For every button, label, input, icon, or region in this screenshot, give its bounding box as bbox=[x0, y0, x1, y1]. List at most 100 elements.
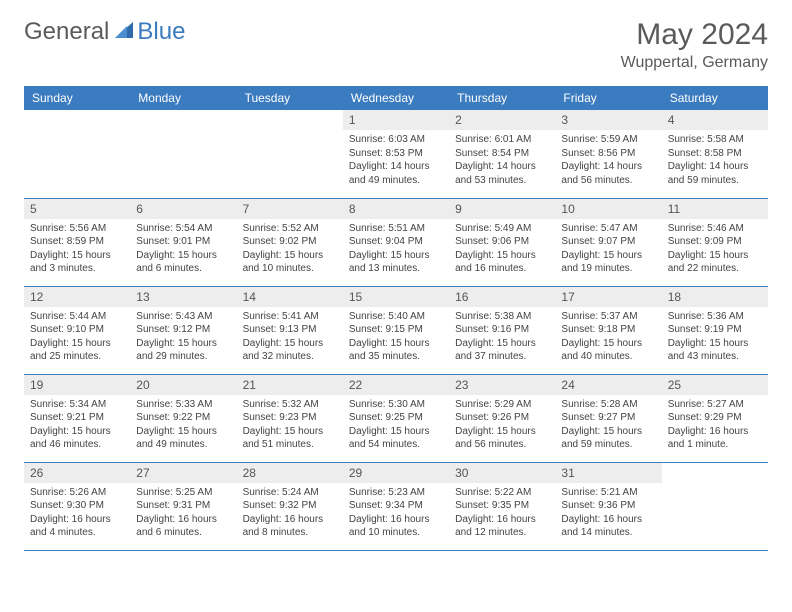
title-block: May 2024 Wuppertal, Germany bbox=[621, 18, 768, 72]
day-info: Sunrise: 5:59 AMSunset: 8:56 PMDaylight:… bbox=[555, 130, 661, 191]
day-info: Sunrise: 5:41 AMSunset: 9:13 PMDaylight:… bbox=[237, 307, 343, 368]
day-number: 18 bbox=[662, 287, 768, 307]
day-info: Sunrise: 6:01 AMSunset: 8:54 PMDaylight:… bbox=[449, 130, 555, 191]
day-info: Sunrise: 5:27 AMSunset: 9:29 PMDaylight:… bbox=[662, 395, 768, 456]
day-info: Sunrise: 5:36 AMSunset: 9:19 PMDaylight:… bbox=[662, 307, 768, 368]
day-cell: 3Sunrise: 5:59 AMSunset: 8:56 PMDaylight… bbox=[555, 110, 661, 198]
empty-day-cell bbox=[130, 110, 236, 198]
day-info: Sunrise: 5:25 AMSunset: 9:31 PMDaylight:… bbox=[130, 483, 236, 544]
day-number: 26 bbox=[24, 463, 130, 483]
day-cell: 7Sunrise: 5:52 AMSunset: 9:02 PMDaylight… bbox=[237, 198, 343, 286]
day-number: 12 bbox=[24, 287, 130, 307]
day-number: 10 bbox=[555, 199, 661, 219]
day-info: Sunrise: 5:49 AMSunset: 9:06 PMDaylight:… bbox=[449, 219, 555, 280]
day-number: 2 bbox=[449, 110, 555, 130]
day-cell: 16Sunrise: 5:38 AMSunset: 9:16 PMDayligh… bbox=[449, 286, 555, 374]
empty-day-cell bbox=[237, 110, 343, 198]
day-cell: 30Sunrise: 5:22 AMSunset: 9:35 PMDayligh… bbox=[449, 462, 555, 550]
day-cell: 25Sunrise: 5:27 AMSunset: 9:29 PMDayligh… bbox=[662, 374, 768, 462]
weekday-header: Saturday bbox=[662, 86, 768, 110]
day-cell: 5Sunrise: 5:56 AMSunset: 8:59 PMDaylight… bbox=[24, 198, 130, 286]
day-number: 5 bbox=[24, 199, 130, 219]
day-cell: 20Sunrise: 5:33 AMSunset: 9:22 PMDayligh… bbox=[130, 374, 236, 462]
day-number: 25 bbox=[662, 375, 768, 395]
day-info: Sunrise: 5:23 AMSunset: 9:34 PMDaylight:… bbox=[343, 483, 449, 544]
logo: General Blue bbox=[24, 18, 185, 46]
day-number: 27 bbox=[130, 463, 236, 483]
day-info: Sunrise: 5:56 AMSunset: 8:59 PMDaylight:… bbox=[24, 219, 130, 280]
day-cell: 21Sunrise: 5:32 AMSunset: 9:23 PMDayligh… bbox=[237, 374, 343, 462]
day-info: Sunrise: 5:21 AMSunset: 9:36 PMDaylight:… bbox=[555, 483, 661, 544]
day-cell: 28Sunrise: 5:24 AMSunset: 9:32 PMDayligh… bbox=[237, 462, 343, 550]
day-number: 9 bbox=[449, 199, 555, 219]
day-number: 20 bbox=[130, 375, 236, 395]
empty-day-cell bbox=[24, 110, 130, 198]
day-number: 24 bbox=[555, 375, 661, 395]
weekday-header: Monday bbox=[130, 86, 236, 110]
day-cell: 9Sunrise: 5:49 AMSunset: 9:06 PMDaylight… bbox=[449, 198, 555, 286]
day-cell: 8Sunrise: 5:51 AMSunset: 9:04 PMDaylight… bbox=[343, 198, 449, 286]
weekday-header: Tuesday bbox=[237, 86, 343, 110]
day-cell: 29Sunrise: 5:23 AMSunset: 9:34 PMDayligh… bbox=[343, 462, 449, 550]
day-cell: 14Sunrise: 5:41 AMSunset: 9:13 PMDayligh… bbox=[237, 286, 343, 374]
day-number: 3 bbox=[555, 110, 661, 130]
day-cell: 22Sunrise: 5:30 AMSunset: 9:25 PMDayligh… bbox=[343, 374, 449, 462]
day-info: Sunrise: 5:51 AMSunset: 9:04 PMDaylight:… bbox=[343, 219, 449, 280]
day-cell: 24Sunrise: 5:28 AMSunset: 9:27 PMDayligh… bbox=[555, 374, 661, 462]
day-cell: 10Sunrise: 5:47 AMSunset: 9:07 PMDayligh… bbox=[555, 198, 661, 286]
day-number: 15 bbox=[343, 287, 449, 307]
weekday-header-row: SundayMondayTuesdayWednesdayThursdayFrid… bbox=[24, 86, 768, 110]
day-number: 14 bbox=[237, 287, 343, 307]
day-cell: 17Sunrise: 5:37 AMSunset: 9:18 PMDayligh… bbox=[555, 286, 661, 374]
day-number: 19 bbox=[24, 375, 130, 395]
day-number: 1 bbox=[343, 110, 449, 130]
day-number: 31 bbox=[555, 463, 661, 483]
day-number: 8 bbox=[343, 199, 449, 219]
day-info: Sunrise: 5:28 AMSunset: 9:27 PMDaylight:… bbox=[555, 395, 661, 456]
day-cell: 26Sunrise: 5:26 AMSunset: 9:30 PMDayligh… bbox=[24, 462, 130, 550]
day-number: 29 bbox=[343, 463, 449, 483]
day-info: Sunrise: 5:24 AMSunset: 9:32 PMDaylight:… bbox=[237, 483, 343, 544]
day-info: Sunrise: 5:34 AMSunset: 9:21 PMDaylight:… bbox=[24, 395, 130, 456]
day-info: Sunrise: 5:47 AMSunset: 9:07 PMDaylight:… bbox=[555, 219, 661, 280]
weekday-header: Friday bbox=[555, 86, 661, 110]
day-cell: 15Sunrise: 5:40 AMSunset: 9:15 PMDayligh… bbox=[343, 286, 449, 374]
calendar-week-row: 26Sunrise: 5:26 AMSunset: 9:30 PMDayligh… bbox=[24, 462, 768, 550]
calendar-week-row: 5Sunrise: 5:56 AMSunset: 8:59 PMDaylight… bbox=[24, 198, 768, 286]
day-info: Sunrise: 6:03 AMSunset: 8:53 PMDaylight:… bbox=[343, 130, 449, 191]
day-cell: 2Sunrise: 6:01 AMSunset: 8:54 PMDaylight… bbox=[449, 110, 555, 198]
day-info: Sunrise: 5:44 AMSunset: 9:10 PMDaylight:… bbox=[24, 307, 130, 368]
day-info: Sunrise: 5:58 AMSunset: 8:58 PMDaylight:… bbox=[662, 130, 768, 191]
day-number: 23 bbox=[449, 375, 555, 395]
day-cell: 18Sunrise: 5:36 AMSunset: 9:19 PMDayligh… bbox=[662, 286, 768, 374]
calendar-table: SundayMondayTuesdayWednesdayThursdayFrid… bbox=[24, 86, 768, 551]
logo-text-general: General bbox=[24, 18, 109, 46]
calendar-week-row: 1Sunrise: 6:03 AMSunset: 8:53 PMDaylight… bbox=[24, 110, 768, 198]
day-number: 4 bbox=[662, 110, 768, 130]
day-cell: 13Sunrise: 5:43 AMSunset: 9:12 PMDayligh… bbox=[130, 286, 236, 374]
day-info: Sunrise: 5:52 AMSunset: 9:02 PMDaylight:… bbox=[237, 219, 343, 280]
day-number: 7 bbox=[237, 199, 343, 219]
day-cell: 4Sunrise: 5:58 AMSunset: 8:58 PMDaylight… bbox=[662, 110, 768, 198]
day-number: 16 bbox=[449, 287, 555, 307]
day-number: 13 bbox=[130, 287, 236, 307]
weekday-header: Wednesday bbox=[343, 86, 449, 110]
calendar-week-row: 19Sunrise: 5:34 AMSunset: 9:21 PMDayligh… bbox=[24, 374, 768, 462]
day-info: Sunrise: 5:33 AMSunset: 9:22 PMDaylight:… bbox=[130, 395, 236, 456]
empty-day-cell bbox=[662, 462, 768, 550]
day-info: Sunrise: 5:46 AMSunset: 9:09 PMDaylight:… bbox=[662, 219, 768, 280]
day-number: 11 bbox=[662, 199, 768, 219]
day-number: 22 bbox=[343, 375, 449, 395]
day-info: Sunrise: 5:43 AMSunset: 9:12 PMDaylight:… bbox=[130, 307, 236, 368]
day-info: Sunrise: 5:54 AMSunset: 9:01 PMDaylight:… bbox=[130, 219, 236, 280]
day-info: Sunrise: 5:38 AMSunset: 9:16 PMDaylight:… bbox=[449, 307, 555, 368]
day-cell: 11Sunrise: 5:46 AMSunset: 9:09 PMDayligh… bbox=[662, 198, 768, 286]
location: Wuppertal, Germany bbox=[621, 54, 768, 72]
day-number: 17 bbox=[555, 287, 661, 307]
day-info: Sunrise: 5:32 AMSunset: 9:23 PMDaylight:… bbox=[237, 395, 343, 456]
day-number: 6 bbox=[130, 199, 236, 219]
day-cell: 6Sunrise: 5:54 AMSunset: 9:01 PMDaylight… bbox=[130, 198, 236, 286]
day-cell: 23Sunrise: 5:29 AMSunset: 9:26 PMDayligh… bbox=[449, 374, 555, 462]
day-cell: 12Sunrise: 5:44 AMSunset: 9:10 PMDayligh… bbox=[24, 286, 130, 374]
weekday-header: Sunday bbox=[24, 86, 130, 110]
